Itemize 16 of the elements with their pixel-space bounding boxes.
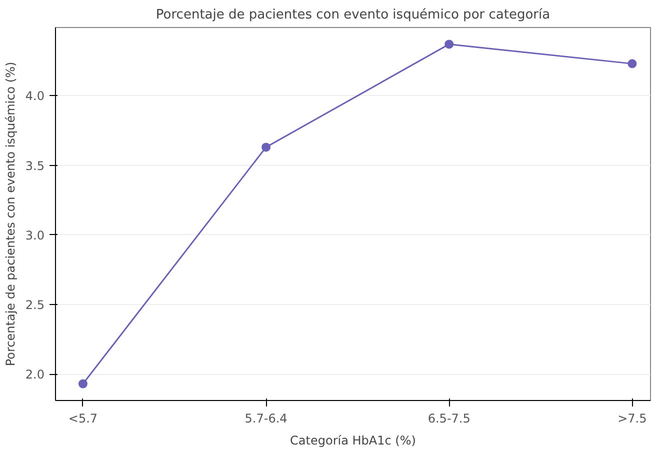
x-tick-label: >7.5 [618,412,647,426]
y-tick-label: 2.0 [25,368,45,382]
y-tick-label: 3.0 [25,228,45,242]
y-tick-label: 4.0 [25,89,45,104]
y-axis-title: Porcentaje de pacientes con evento isquémico (%) [3,62,18,366]
y-tick-label: 2.5 [25,298,45,312]
x-tick-label: <5.7 [68,412,98,426]
point [628,59,637,68]
point [262,142,271,152]
x-tick-label: 6.5-7.5 [428,412,470,426]
y-tick-label: 3.5 [25,158,45,173]
x-axis-title: Categoría HbA1c (%) [290,434,416,448]
point [444,40,454,49]
point [78,379,88,388]
chart-title: Porcentaje de pacientes con evento isquémico por categoría [156,8,550,22]
x-tick-label: 5.7-6.4 [244,412,288,426]
